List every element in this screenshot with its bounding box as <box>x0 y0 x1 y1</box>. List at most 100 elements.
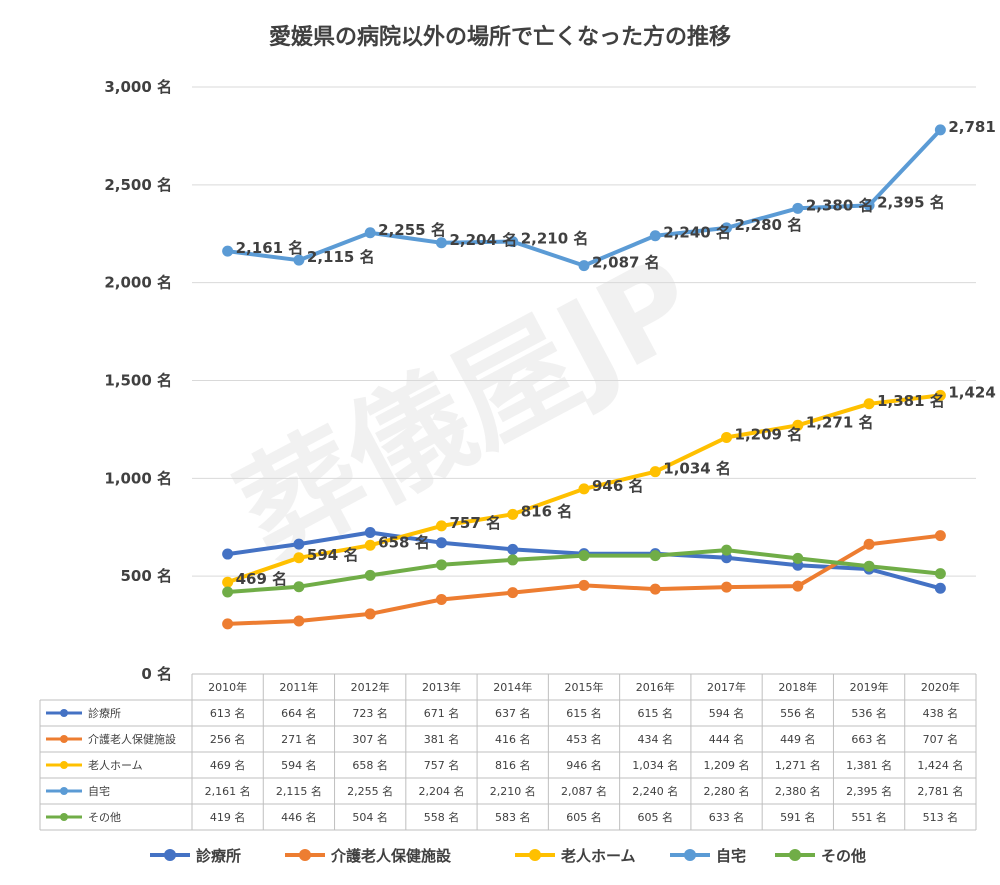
table-header-cell: 2015年 <box>565 680 604 694</box>
data-label: 2,781 名 <box>948 118 1000 136</box>
table-row-name: 介護老人保健施設 <box>88 732 176 746</box>
y-tick-label: 1,500 名 <box>104 372 172 390</box>
table-cell: 469 名 <box>210 758 246 772</box>
legend-label: 老人ホーム <box>560 847 636 865</box>
y-tick-label: 0 名 <box>141 665 172 683</box>
table-cell: 615 名 <box>566 706 602 720</box>
data-point <box>364 539 376 551</box>
data-label: 2,240 名 <box>663 224 731 242</box>
table-row-name: 診療所 <box>88 706 121 720</box>
table-cell: 556 名 <box>780 706 816 720</box>
data-label: 816 名 <box>521 502 573 520</box>
legend: 診療所 介護老人保健施設 老人ホーム 自宅 その他 <box>150 847 866 865</box>
table-cell: 707 名 <box>923 732 959 746</box>
data-point <box>293 552 305 564</box>
data-point <box>293 538 305 550</box>
data-label: 1,381 名 <box>877 392 945 410</box>
data-point <box>578 483 590 495</box>
data-label: 2,380 名 <box>806 196 874 214</box>
legend-marker <box>164 849 176 861</box>
table-cell: 664 名 <box>281 706 317 720</box>
legend-marker <box>299 849 311 861</box>
data-point <box>792 202 804 214</box>
table-cell: 1,424 名 <box>917 758 963 772</box>
table-header-cell: 2014年 <box>493 680 532 694</box>
table-cell: 2,781 名 <box>917 784 963 798</box>
table-header-cell: 2011年 <box>279 680 318 694</box>
data-label: 658 名 <box>378 533 430 551</box>
data-point <box>721 581 733 593</box>
data-point <box>293 254 305 266</box>
table-cell: 658 名 <box>352 758 388 772</box>
data-point <box>507 236 519 248</box>
y-tick-label: 2,500 名 <box>104 176 172 194</box>
table-cell: 605 名 <box>566 810 602 824</box>
table-cell: 633 名 <box>709 810 745 824</box>
table-cell: 663 名 <box>851 732 887 746</box>
data-label: 2,280 名 <box>735 216 803 234</box>
table-header-cell: 2019年 <box>850 680 889 694</box>
table-cell: 438 名 <box>923 706 959 720</box>
data-point <box>435 559 447 571</box>
data-point <box>507 554 519 566</box>
data-table: 2010年 2011年 2012年 2013年 2014年 2015年 2016年 2017年… <box>39 673 977 831</box>
data-point <box>934 530 946 542</box>
table-cell: 307 名 <box>352 732 388 746</box>
data-point <box>649 583 661 595</box>
data-point <box>507 587 519 599</box>
data-point <box>578 550 590 562</box>
table-cell: 594 名 <box>709 706 745 720</box>
table-cell: 446 名 <box>281 810 317 824</box>
data-label: 2,087 名 <box>592 254 660 272</box>
data-label: 946 名 <box>592 477 644 495</box>
data-point <box>792 419 804 431</box>
table-cell: 1,209 名 <box>704 758 750 772</box>
table-cell: 615 名 <box>638 706 674 720</box>
data-point <box>649 230 661 242</box>
table-cell: 723 名 <box>352 706 388 720</box>
y-axis: 0 名 500 名 1,000 名 1,500 名 2,000 名 2,500 名 3,00… <box>104 78 172 683</box>
table-cell: 551 名 <box>851 810 887 824</box>
data-point <box>364 527 376 539</box>
table-cell: 594 名 <box>281 758 317 772</box>
data-point <box>863 560 875 572</box>
data-point <box>578 260 590 272</box>
table-legend-marker <box>60 735 68 743</box>
table-cell: 2,380 名 <box>775 784 821 798</box>
data-point <box>222 548 234 560</box>
data-point <box>293 615 305 627</box>
legend-marker <box>684 849 696 861</box>
y-tick-label: 2,000 名 <box>104 274 172 292</box>
data-label: 594 名 <box>307 546 359 564</box>
table-cell: 1,034 名 <box>632 758 678 772</box>
data-label: 1,034 名 <box>663 460 731 478</box>
data-point <box>222 586 234 598</box>
data-point <box>721 431 733 443</box>
chart-title: 愛媛県の病院以外の場所で亡くなった方の推移 <box>269 24 731 50</box>
table-cell: 613 名 <box>210 706 246 720</box>
table-cell: 816 名 <box>495 758 531 772</box>
table-legend-marker <box>60 813 68 821</box>
data-point <box>863 199 875 211</box>
table-row-name: 自宅 <box>88 784 110 798</box>
table-cell: 513 名 <box>923 810 959 824</box>
table-header-cell: 2010年 <box>208 680 247 694</box>
y-tick-label: 500 名 <box>120 567 172 585</box>
table-cell: 2,280 名 <box>704 784 750 798</box>
data-label: 1,424 名 <box>948 383 1000 401</box>
legend-label: 自宅 <box>716 847 746 865</box>
data-label: 2,255 名 <box>378 221 446 239</box>
legend-label: 診療所 <box>196 847 241 865</box>
gridlines <box>192 86 976 577</box>
data-label: 2,115 名 <box>307 248 375 266</box>
table-cell: 444 名 <box>709 732 745 746</box>
data-point <box>649 550 661 562</box>
table-cell: 2,204 名 <box>418 784 464 798</box>
data-point <box>435 537 447 549</box>
table-cell: 2,161 名 <box>205 784 251 798</box>
data-point <box>364 569 376 581</box>
table-cell: 757 名 <box>424 758 460 772</box>
table-cell: 1,271 名 <box>775 758 821 772</box>
data-point <box>792 580 804 592</box>
